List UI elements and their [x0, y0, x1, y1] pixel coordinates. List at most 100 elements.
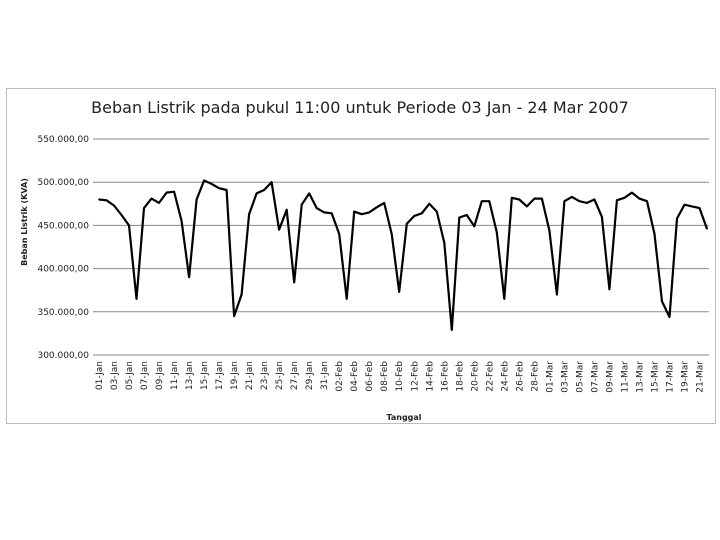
data-point [466, 214, 468, 216]
x-tick-label: 13-Mar [635, 361, 645, 393]
data-point [323, 211, 325, 214]
x-tick-label: 22-Feb [485, 361, 495, 392]
y-axis-ticks: 300.000,00 350.000,00 400.000,00 450.000,00… [37, 135, 89, 361]
y-tick-label: 350.000,00 [37, 308, 89, 318]
x-tick-label: 19-Mar [680, 361, 690, 393]
x-tick-label: 03-Jan [110, 361, 120, 390]
y-tick-label: 400.000,00 [37, 265, 89, 275]
data-point [165, 191, 168, 194]
data-point [345, 298, 348, 300]
x-axis-ticks: 01-Jan 03-Jan 05-Jan 07-Jan 09-Jan 11-Jan 13-J… [95, 361, 705, 393]
data-point [473, 225, 476, 228]
x-tick-label: 26-Feb [515, 361, 525, 392]
data-point [255, 192, 258, 195]
data-point [683, 203, 686, 206]
x-tick-label: 28-Feb [530, 361, 540, 392]
x-tick-label: 27-Jan [290, 361, 300, 390]
data-point [511, 196, 513, 199]
x-tick-label: 07-Jan [140, 361, 150, 390]
data-point [420, 212, 423, 215]
data-point [616, 199, 618, 202]
data-point [218, 187, 220, 190]
data-point [435, 210, 438, 213]
data-point [413, 215, 416, 217]
data-point [563, 200, 566, 203]
y-axis-label: Beban Listrik (KVA) [20, 178, 29, 266]
data-point [405, 222, 408, 225]
x-tick-label: 10-Feb [395, 361, 405, 392]
data-point [586, 202, 588, 204]
x-tick-label: 03-Mar [560, 361, 570, 393]
series-layer [98, 179, 709, 331]
data-point [240, 293, 243, 296]
y-tick-label: 500.000,00 [37, 178, 89, 188]
series-line [98, 179, 709, 331]
data-point [443, 241, 446, 244]
data-point [668, 316, 671, 318]
data-point [646, 200, 648, 203]
x-tick-label: 18-Feb [455, 361, 465, 392]
data-point [631, 191, 633, 194]
data-point [233, 315, 235, 317]
x-tick-label: 05-Mar [575, 361, 585, 393]
x-tick-label: 21-Jan [245, 361, 255, 390]
data-point [203, 179, 205, 182]
data-point [706, 228, 708, 230]
data-point [676, 217, 678, 220]
data-point [638, 197, 641, 200]
data-point [105, 199, 108, 202]
data-point [120, 214, 123, 216]
data-point [278, 228, 280, 231]
data-point [293, 281, 295, 284]
data-point [458, 216, 461, 219]
data-point [128, 224, 130, 227]
data-point [488, 200, 491, 203]
data-point [390, 233, 393, 235]
data-point [300, 203, 303, 206]
x-tick-label: 15-Jan [200, 361, 210, 390]
x-tick-label: 19-Jan [230, 361, 240, 390]
x-tick-label: 11-Mar [620, 361, 630, 393]
x-tick-label: 31-Jan [320, 361, 330, 390]
x-tick-label: 11-Jan [170, 361, 180, 390]
data-point [661, 300, 663, 303]
data-point [496, 231, 498, 234]
data-point [285, 209, 288, 211]
x-tick-label: 09-Mar [605, 361, 615, 393]
x-tick-label: 21-Mar [695, 361, 705, 393]
data-point [691, 205, 693, 208]
data-point [195, 198, 198, 201]
data-point [150, 197, 153, 200]
x-tick-label: 17-Jan [215, 361, 225, 390]
data-point [601, 215, 603, 218]
y-tick-label: 300.000,00 [37, 351, 89, 361]
data-point [270, 181, 273, 183]
x-tick-label: 02-Feb [335, 361, 345, 392]
data-point [503, 298, 506, 300]
data-point [263, 189, 265, 191]
data-point [368, 211, 371, 214]
data-point [188, 276, 190, 279]
data-point [383, 202, 386, 204]
data-point [398, 291, 401, 293]
data-point [593, 198, 596, 201]
data-point [556, 293, 558, 296]
data-point [248, 213, 250, 215]
data-point [450, 329, 453, 331]
data-point [98, 198, 100, 201]
data-point [158, 202, 160, 204]
data-point [330, 212, 333, 215]
x-tick-label: 06-Feb [365, 361, 375, 392]
data-point [548, 229, 551, 232]
x-tick-label: 12-Feb [410, 361, 420, 392]
x-tick-label: 29-Jan [305, 361, 315, 390]
data-point [526, 205, 528, 208]
data-point [360, 213, 363, 215]
chart-frame [6, 88, 716, 424]
x-axis-label: Tanggal [386, 413, 421, 422]
data-point [338, 233, 340, 235]
x-tick-label: 16-Feb [440, 361, 450, 392]
data-point [608, 288, 611, 291]
x-tick-label: 14-Feb [425, 361, 435, 392]
